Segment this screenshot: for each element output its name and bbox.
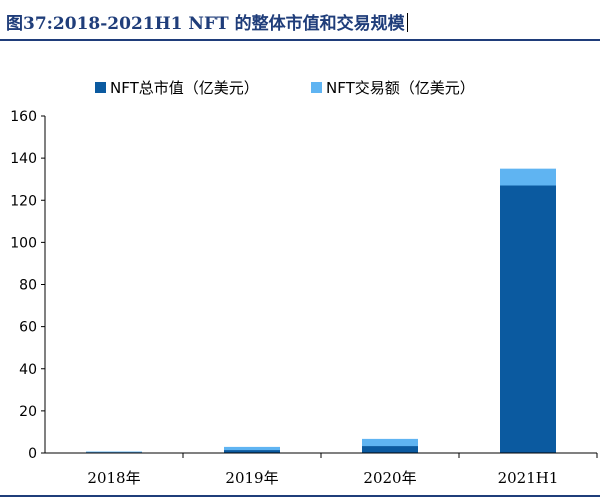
y-tick-label: 40 — [19, 362, 37, 378]
bar-trade-volume — [500, 168, 556, 186]
x-tick-label: 2018年 — [87, 469, 140, 487]
y-tick-label: 160 — [10, 109, 37, 125]
x-tick-label: 2021H1 — [498, 469, 559, 487]
bar-trade-volume — [362, 438, 418, 447]
bars — [86, 168, 556, 453]
figure-header: 图37:2018-2021H1 NFT 的整体市值和交易规模 — [0, 0, 600, 41]
legend-label: NFT交易额（亿美元） — [326, 79, 475, 97]
bottom-rule — [0, 495, 600, 497]
x-tick-label: 2019年 — [225, 469, 278, 487]
y-tick-label: 20 — [19, 404, 37, 420]
legend-label: NFT总市值（亿美元） — [110, 79, 259, 97]
legend-swatch — [95, 82, 106, 93]
bar-market-cap — [362, 446, 418, 453]
y-tick-label: 100 — [10, 235, 37, 251]
bar-trade-volume — [86, 451, 142, 453]
x-tick-label: 2020年 — [363, 469, 416, 487]
bar-market-cap — [500, 185, 556, 453]
header-rule — [0, 39, 600, 41]
y-tick-label: 120 — [10, 193, 37, 209]
bar-market-cap — [224, 450, 280, 453]
y-axis: 0 20 40 60 80 100 120 140 160 — [10, 109, 46, 462]
x-axis: 2018年 2019年 2020年 2021H1 — [45, 452, 598, 487]
chart: NFT总市值（亿美元） NFT交易额（亿美元） 0 20 40 60 80 100 120 14… — [10, 79, 598, 487]
legend-swatch — [311, 82, 322, 93]
figure-title: 图37:2018-2021H1 NFT 的整体市值和交易规模 — [6, 9, 408, 34]
y-tick-label: 140 — [10, 151, 37, 167]
legend: NFT总市值（亿美元） NFT交易额（亿美元） — [95, 79, 475, 97]
y-tick-label: 60 — [19, 320, 37, 336]
y-tick-label: 80 — [19, 278, 37, 294]
bar-trade-volume — [224, 446, 280, 451]
text-cursor — [406, 13, 408, 32]
y-tick-label: 0 — [28, 446, 37, 462]
